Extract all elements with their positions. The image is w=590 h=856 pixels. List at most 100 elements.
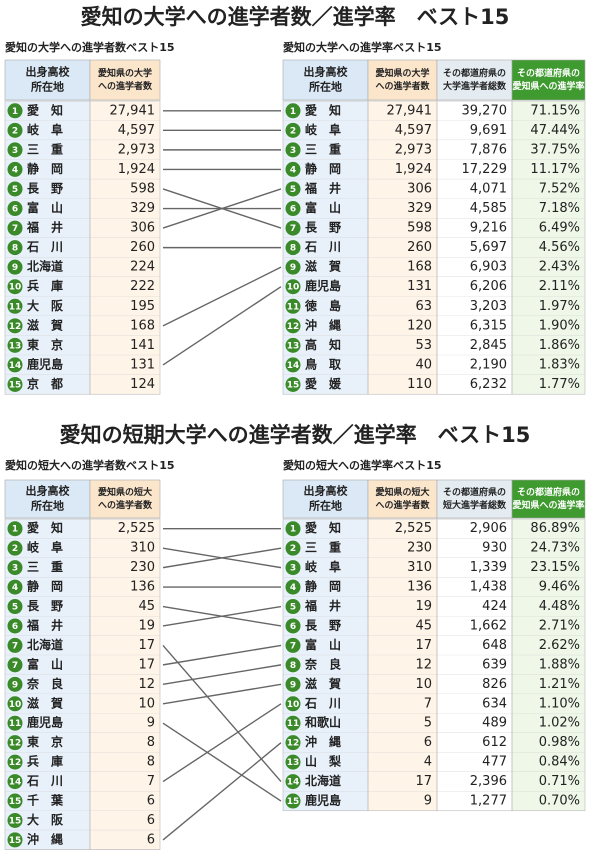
cell-value: 27,941	[110, 103, 156, 118]
rank-badge	[7, 240, 23, 256]
row-cell	[512, 557, 585, 578]
cell-value: 1,662	[470, 618, 507, 633]
rank-badge	[285, 715, 301, 731]
row-cell	[437, 732, 512, 753]
row-cell	[512, 179, 585, 199]
rank: 12	[287, 322, 300, 332]
row-cell	[368, 635, 437, 656]
prefecture: 岐 阜	[305, 122, 341, 137]
rank: 14	[9, 361, 22, 371]
prefecture: 高 知	[305, 337, 341, 352]
cell-value: 230	[130, 560, 155, 575]
cell-value: 6	[147, 794, 155, 809]
rank: 12	[9, 758, 22, 768]
header-text: 愛知県への進学率	[512, 80, 584, 92]
prefecture: 滋 賀	[27, 695, 63, 710]
header-text: 所在地	[31, 499, 64, 513]
cell-value: 4	[424, 755, 432, 770]
cell-value: 4,597	[395, 123, 432, 138]
cell-value: 1.86%	[539, 338, 580, 353]
prefecture: 東 京	[27, 337, 63, 352]
row-cell	[512, 296, 585, 317]
rank-badge	[285, 599, 301, 615]
column-border	[511, 100, 586, 395]
row-cell	[283, 218, 368, 238]
rank-badge	[7, 376, 23, 392]
cell-value: 23.15%	[530, 560, 580, 575]
header-text: 所在地	[309, 80, 342, 94]
rank: 9	[12, 680, 18, 690]
row-cell	[90, 557, 160, 578]
cell-value: 6,232	[470, 377, 507, 392]
cell-value: 8	[147, 755, 155, 770]
row-cell	[437, 519, 512, 539]
prefecture: 長 野	[27, 180, 63, 195]
rank-badge	[285, 521, 301, 537]
row-cell	[90, 159, 160, 180]
header-text: その都道府県の	[517, 486, 580, 498]
cell-value: 1,924	[395, 162, 432, 177]
row-cell	[437, 752, 512, 772]
rank-badge	[285, 142, 301, 158]
rank-badge	[7, 676, 23, 692]
cell-value: 598	[130, 181, 155, 196]
row-cell	[368, 791, 437, 811]
row-cell	[283, 237, 368, 258]
rank-badge	[285, 259, 301, 275]
rank-badge	[285, 181, 301, 197]
rank: 13	[287, 758, 300, 768]
row-cell	[5, 140, 90, 160]
cell-value: 19	[415, 599, 432, 614]
header-cell	[282, 479, 369, 519]
cell-value: 6,903	[470, 260, 507, 275]
prefecture: 富 山	[305, 200, 341, 215]
prefecture: 京 都	[27, 376, 63, 391]
cell-value: 306	[130, 221, 155, 236]
rank-badge	[285, 560, 301, 576]
rank: 14	[287, 778, 300, 788]
row-cell	[437, 276, 512, 297]
row-cell	[5, 355, 90, 375]
header-text: への進学者数	[98, 80, 153, 92]
row-cell	[512, 276, 585, 297]
cell-value: 17	[138, 657, 155, 672]
connector-line	[162, 605, 282, 627]
rank-badge	[285, 735, 301, 751]
header-cell	[511, 479, 586, 519]
prefecture: 滋 賀	[27, 317, 63, 332]
prefecture: 大 阪	[27, 298, 64, 313]
cell-value: 2,973	[118, 142, 155, 157]
row-cell	[283, 159, 368, 180]
rank: 10	[9, 700, 22, 710]
prefecture: 奈 良	[304, 656, 341, 671]
connector-line	[162, 547, 282, 569]
row-cell	[512, 655, 585, 675]
cell-value: 53	[415, 338, 432, 353]
cell-value: 47.44%	[530, 123, 580, 138]
rank: 13	[9, 341, 22, 351]
row-cell	[283, 577, 368, 597]
row-cell	[512, 771, 585, 792]
rank: 3	[12, 564, 18, 574]
row-cell	[512, 257, 585, 277]
rank-badge	[7, 142, 23, 158]
header-text: その都道府県の	[517, 67, 580, 79]
prefecture: 兵 庫	[27, 278, 63, 293]
row-cell	[283, 120, 368, 141]
cell-value: 6,206	[470, 279, 507, 294]
rank-badge	[7, 812, 23, 828]
prefecture: 三 重	[27, 559, 63, 574]
prefecture: 鹿児島	[27, 356, 63, 371]
rank-badge	[7, 599, 23, 615]
rank-badge	[285, 357, 301, 373]
prefecture: 和歌山	[304, 715, 341, 730]
cell-value: 9,691	[470, 123, 507, 138]
header-text: 愛知県の短大	[98, 486, 152, 498]
row-cell	[368, 374, 437, 395]
row-cell	[283, 694, 368, 714]
rank: 1	[12, 107, 18, 117]
connector-line	[162, 683, 282, 705]
row-cell	[512, 519, 585, 539]
rank: 8	[290, 661, 296, 671]
prefecture: 東 京	[27, 734, 63, 749]
